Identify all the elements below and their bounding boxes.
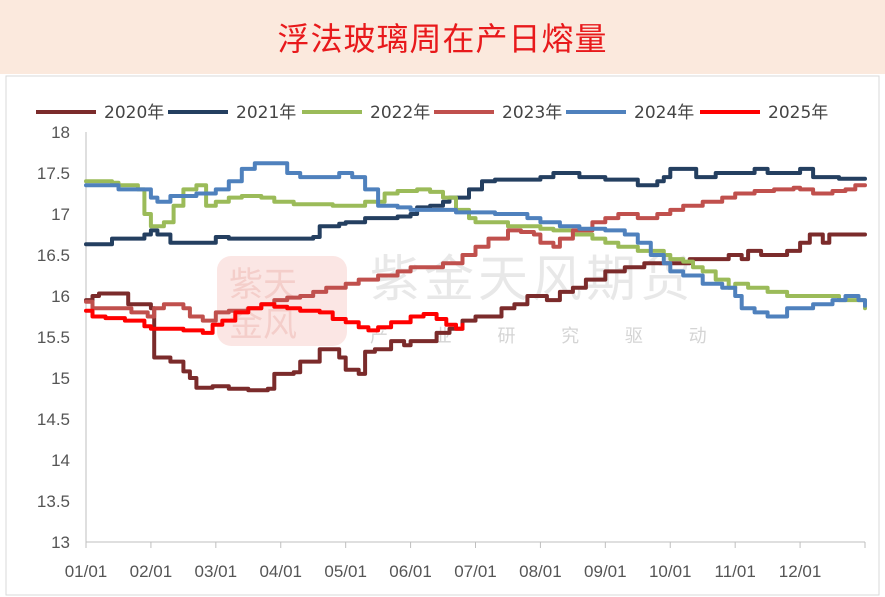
chart-title: 浮法玻璃周在产日熔量 (277, 20, 608, 58)
legend-label: 2025年 (768, 103, 828, 123)
y-tick-label: 17.5 (37, 164, 70, 183)
series-line-3 (84, 179, 867, 311)
chart-title-bar: 浮法玻璃周在产日熔量 (0, 0, 885, 74)
chart-frame (5, 75, 880, 596)
watermark-brand: 紫金天风期货 (370, 250, 694, 308)
y-tick-label: 14 (51, 451, 70, 470)
x-tick-label: 09/01 (584, 562, 627, 581)
y-tick-label: 15.5 (37, 328, 70, 347)
legend-label: 2023年 (502, 103, 562, 123)
legend-label: 2021年 (236, 103, 296, 123)
series-line-2 (84, 166, 867, 247)
x-tick-label: 12/01 (779, 562, 822, 581)
y-tick-label: 16.5 (37, 246, 70, 265)
watermark-slogan: 产 业 研 究 驱 动 (370, 326, 727, 347)
y-tick-label: 13 (51, 533, 70, 552)
x-tick-label: 01/01 (65, 562, 108, 581)
series-line-1 (84, 232, 867, 393)
x-tick-label: 05/01 (324, 562, 367, 581)
x-tick-label: 11/01 (715, 562, 756, 581)
x-tick-label: 06/01 (389, 562, 432, 581)
series-line-6 (84, 302, 465, 335)
y-tick-label: 16 (51, 287, 70, 306)
x-tick-label: 07/01 (454, 562, 497, 581)
x-tick-label: 08/01 (519, 562, 562, 581)
legend-label: 2022年 (370, 103, 430, 123)
series-line-5 (84, 161, 867, 319)
y-tick-label: 18 (51, 123, 70, 142)
watermark: 紫天 金风 紫金天风期货 产 业 研 究 驱 动 (217, 250, 727, 347)
y-tick-label: 15 (51, 369, 70, 388)
x-tick-label: 10/01 (649, 562, 692, 581)
x-tick-label: 03/01 (195, 562, 238, 581)
series-line-4 (84, 183, 867, 323)
x-tick-label: 04/01 (259, 562, 302, 581)
line-chart: 紫天 金风 紫金天风期货 产 业 研 究 驱 动 13 13.5 14 14.5 15 1… (5, 75, 880, 596)
y-tick-label: 14.5 (37, 410, 70, 429)
y-tick-label: 17 (51, 205, 70, 224)
y-tick-label: 13.5 (37, 492, 70, 511)
x-tick-label: 02/01 (130, 562, 173, 581)
legend-label: 2020年 (104, 103, 164, 123)
legend-label: 2024年 (634, 103, 694, 123)
